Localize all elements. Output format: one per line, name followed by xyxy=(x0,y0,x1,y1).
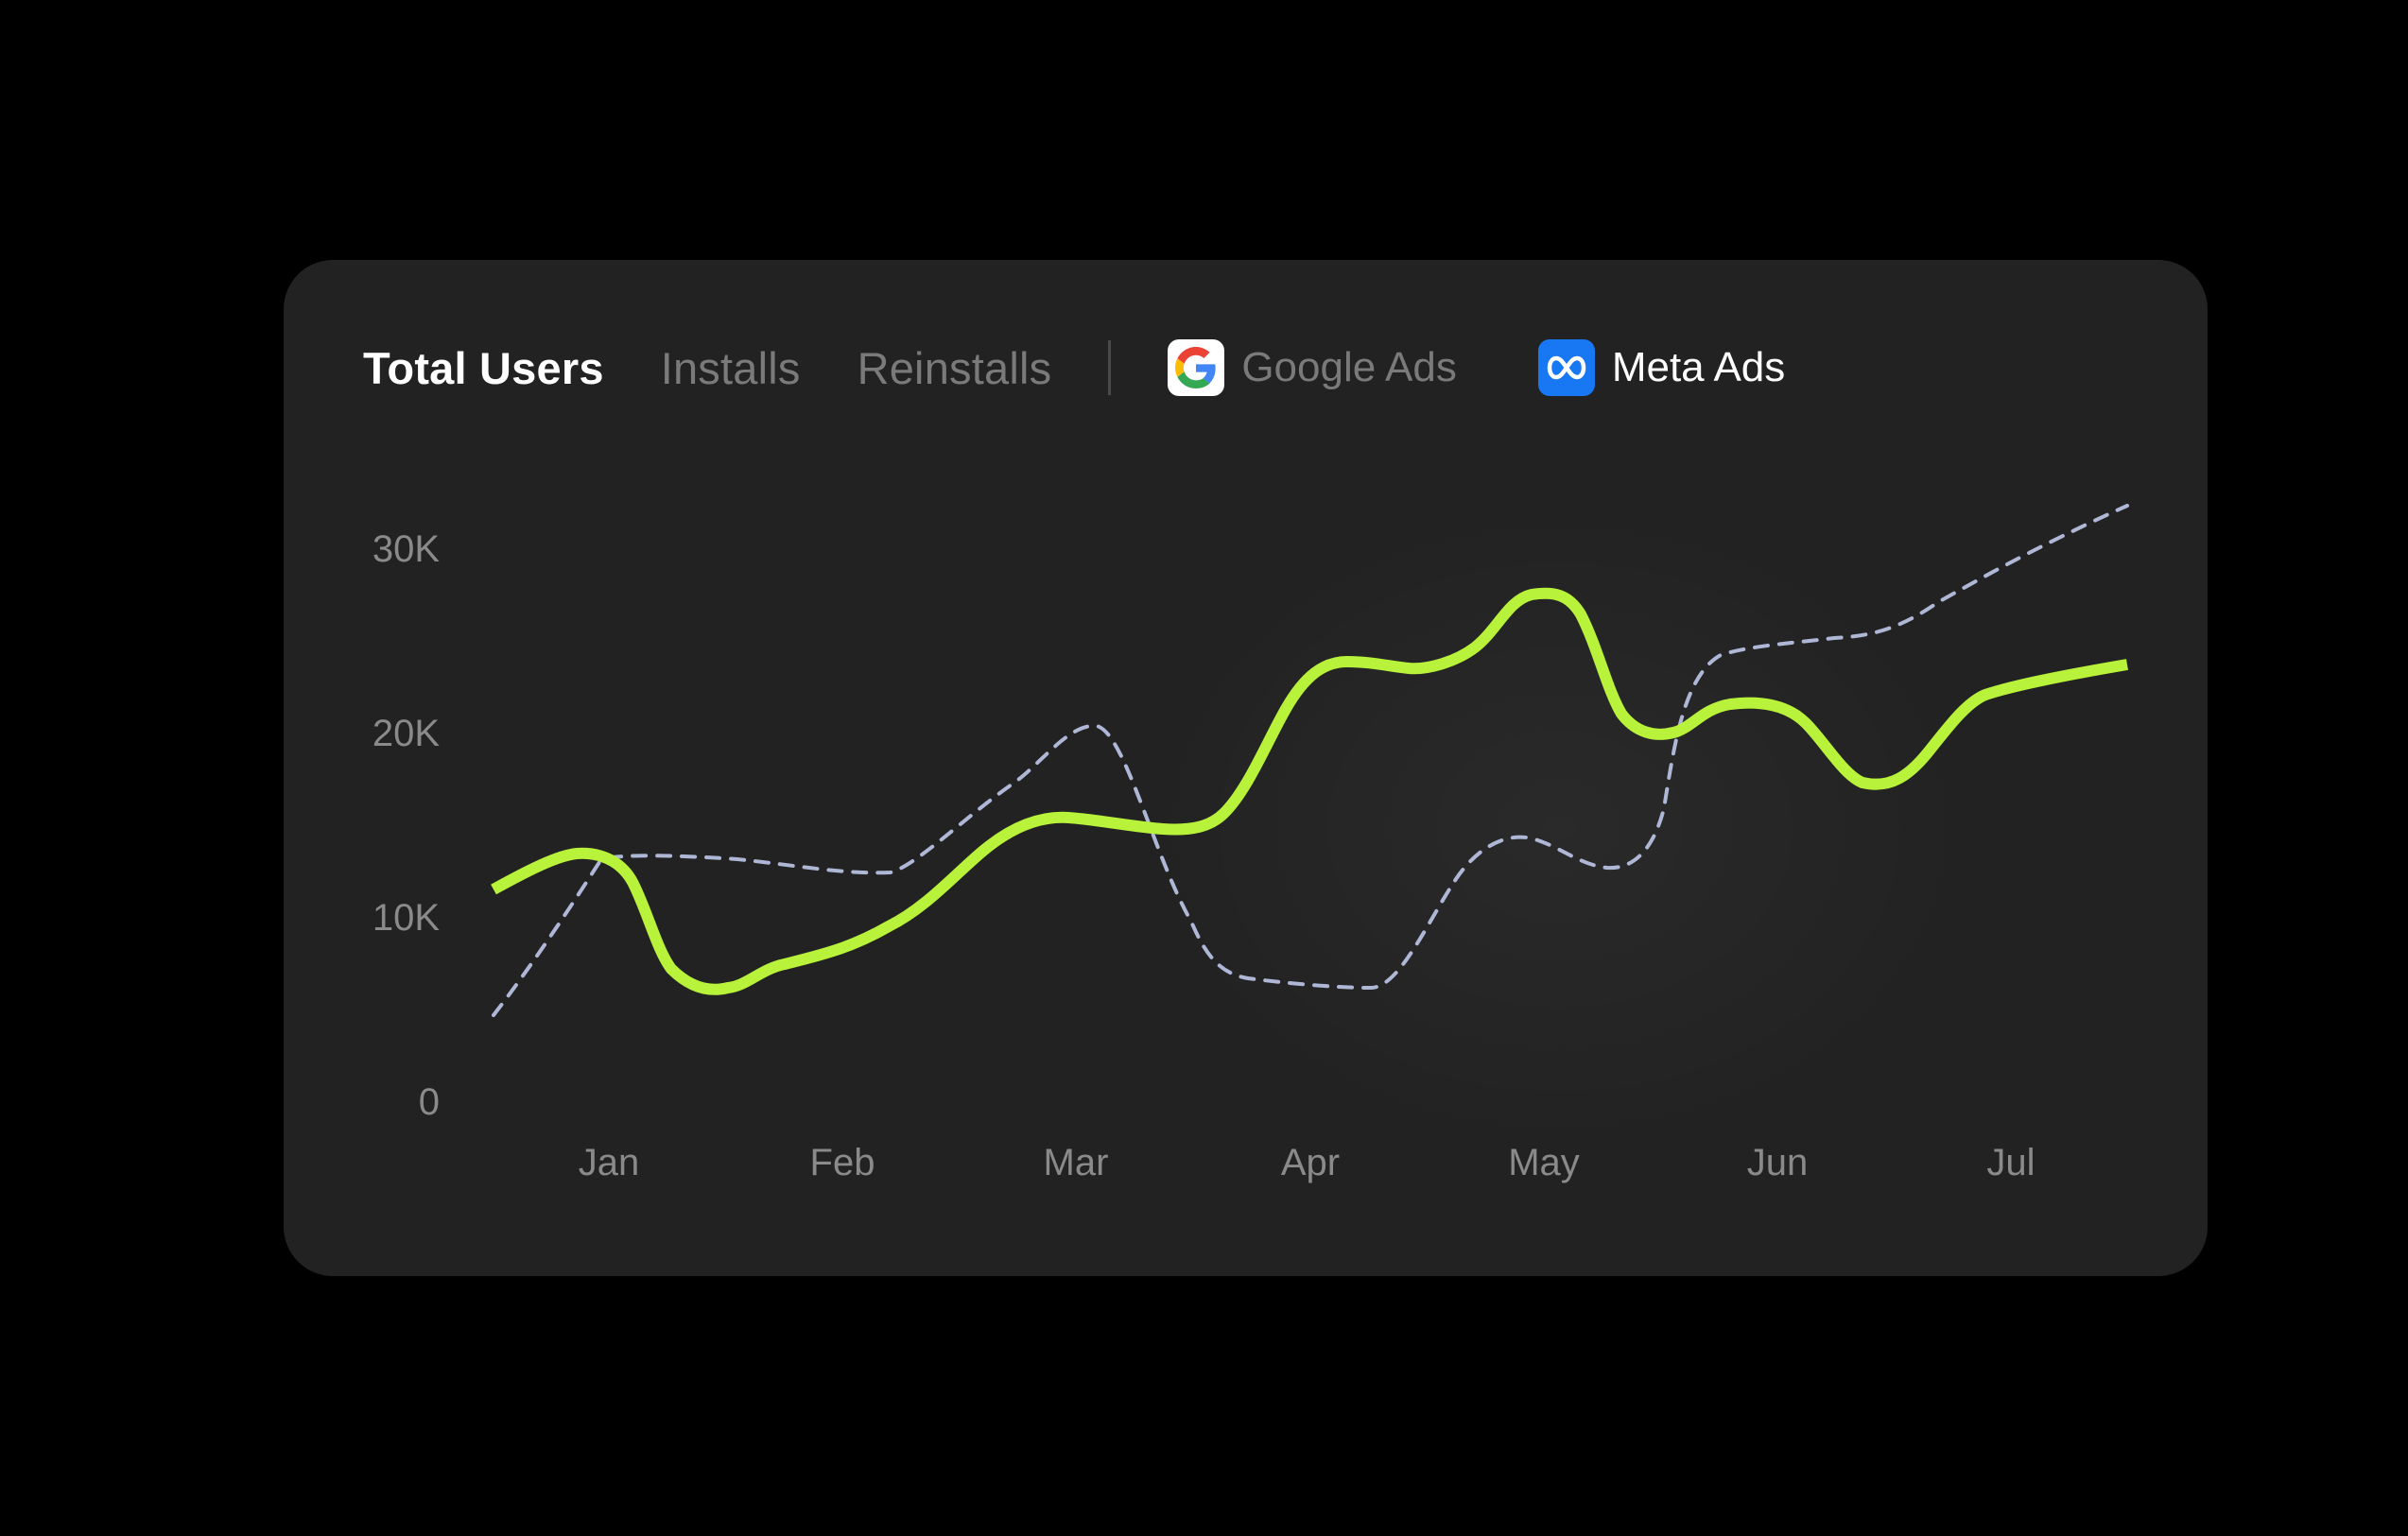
source-meta-ads[interactable]: Meta Ads xyxy=(1537,339,1786,396)
chart-card: Total Users Installs Reinstalls Google A… xyxy=(284,260,2208,1276)
meta-ads-line xyxy=(491,587,2129,995)
tabs-divider xyxy=(1108,340,1112,395)
x-tick-feb: Feb xyxy=(809,1142,875,1183)
meta-icon xyxy=(1537,339,1595,396)
source-label: Meta Ads xyxy=(1611,344,1786,390)
tab-total-users[interactable]: Total Users xyxy=(363,342,604,393)
line-plot xyxy=(491,504,2129,1017)
x-tick-may: May xyxy=(1508,1142,1580,1183)
y-tick-30k: 30K xyxy=(372,528,440,570)
y-tick-20k: 20K xyxy=(372,713,440,754)
comparison-line xyxy=(492,504,2129,1017)
y-tick-10k: 10K xyxy=(372,897,440,939)
source-label: Google Ads xyxy=(1241,344,1457,390)
x-tick-jun: Jun xyxy=(1746,1142,1809,1183)
x-tick-jul: Jul xyxy=(1986,1142,2036,1183)
tab-installs[interactable]: Installs xyxy=(660,342,801,393)
tab-reinstalls[interactable]: Reinstalls xyxy=(857,342,1052,393)
x-tick-apr: Apr xyxy=(1280,1142,1341,1183)
source-google-ads[interactable]: Google Ads xyxy=(1168,339,1457,396)
x-tick-mar: Mar xyxy=(1043,1142,1109,1183)
y-tick-0: 0 xyxy=(418,1081,440,1123)
metric-tabs: Total Users Installs Reinstalls Google A… xyxy=(363,339,1866,396)
google-icon xyxy=(1168,339,1225,396)
x-tick-jan: Jan xyxy=(578,1142,640,1183)
